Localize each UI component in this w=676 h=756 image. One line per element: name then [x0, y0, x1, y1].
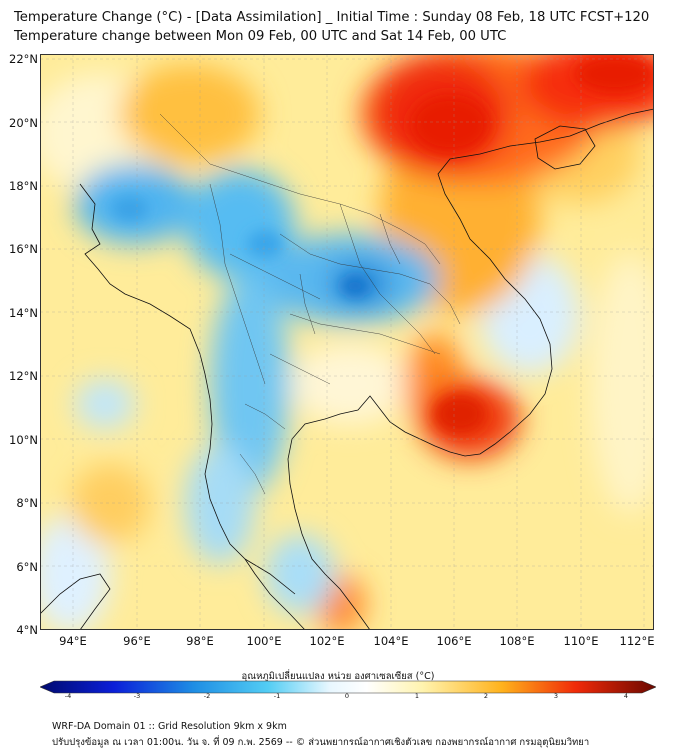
- lat-label: 10°N: [9, 433, 38, 447]
- colorbar-tick: -2: [203, 692, 211, 700]
- borders: [159, 113, 461, 495]
- colorbar-tick: 0: [344, 692, 350, 700]
- lon-label: 110°E: [563, 634, 599, 648]
- field-cores: [112, 54, 654, 434]
- colorbar-tick: 1: [414, 692, 420, 700]
- colorbar-tick: 2: [483, 692, 489, 700]
- lon-label: 98°E: [186, 634, 214, 648]
- lon-label: 102°E: [309, 634, 345, 648]
- lat-label: 16°N: [9, 242, 38, 256]
- map-subtitle: Temperature change between Mon 09 Feb, 0…: [14, 29, 507, 44]
- lon-label: 108°E: [499, 634, 535, 648]
- colorbar: [40, 680, 656, 694]
- footer-domain: WRF-DA Domain 01 :: Grid Resolution 9km …: [52, 721, 287, 732]
- lon-label: 94°E: [59, 634, 87, 648]
- map-title: Temperature Change (°C) - [Data Assimila…: [14, 10, 650, 25]
- lat-label: 18°N: [9, 179, 38, 193]
- colorbar-tick: -3: [133, 692, 141, 700]
- map-canvas: [40, 54, 654, 630]
- lon-label: 104°E: [373, 634, 409, 648]
- lat-label: 4°N: [16, 623, 38, 637]
- lat-label: 6°N: [16, 560, 38, 574]
- map-border: [40, 54, 654, 630]
- lon-label: 96°E: [123, 634, 151, 648]
- colorbar-title: อุณหภูมิเปลี่ยนแปลง หน่วย องศาเซลเซียส (…: [241, 671, 435, 682]
- lon-label: 106°E: [436, 634, 472, 648]
- lat-label: 14°N: [9, 306, 38, 320]
- colorbar-tick: -4: [64, 692, 72, 700]
- lat-label: 12°N: [9, 369, 38, 383]
- colorbar-tick: 4: [623, 692, 629, 700]
- colorbar-tick: 3: [553, 692, 559, 700]
- lat-label: 22°N: [9, 52, 38, 66]
- lat-label: 8°N: [16, 496, 38, 510]
- coastlines: [40, 108, 654, 630]
- temperature-change-map: [40, 54, 654, 630]
- lat-label: 20°N: [9, 116, 38, 130]
- lon-label: 100°E: [246, 634, 282, 648]
- colorbar-tick: -1: [273, 692, 281, 700]
- graticule: [40, 54, 654, 630]
- temperature-field: [40, 54, 654, 630]
- footer-credit: ปรับปรุงข้อมูล ณ เวลา 01:00น. วัน จ. ที่…: [52, 737, 590, 748]
- lon-label: 112°E: [619, 634, 655, 648]
